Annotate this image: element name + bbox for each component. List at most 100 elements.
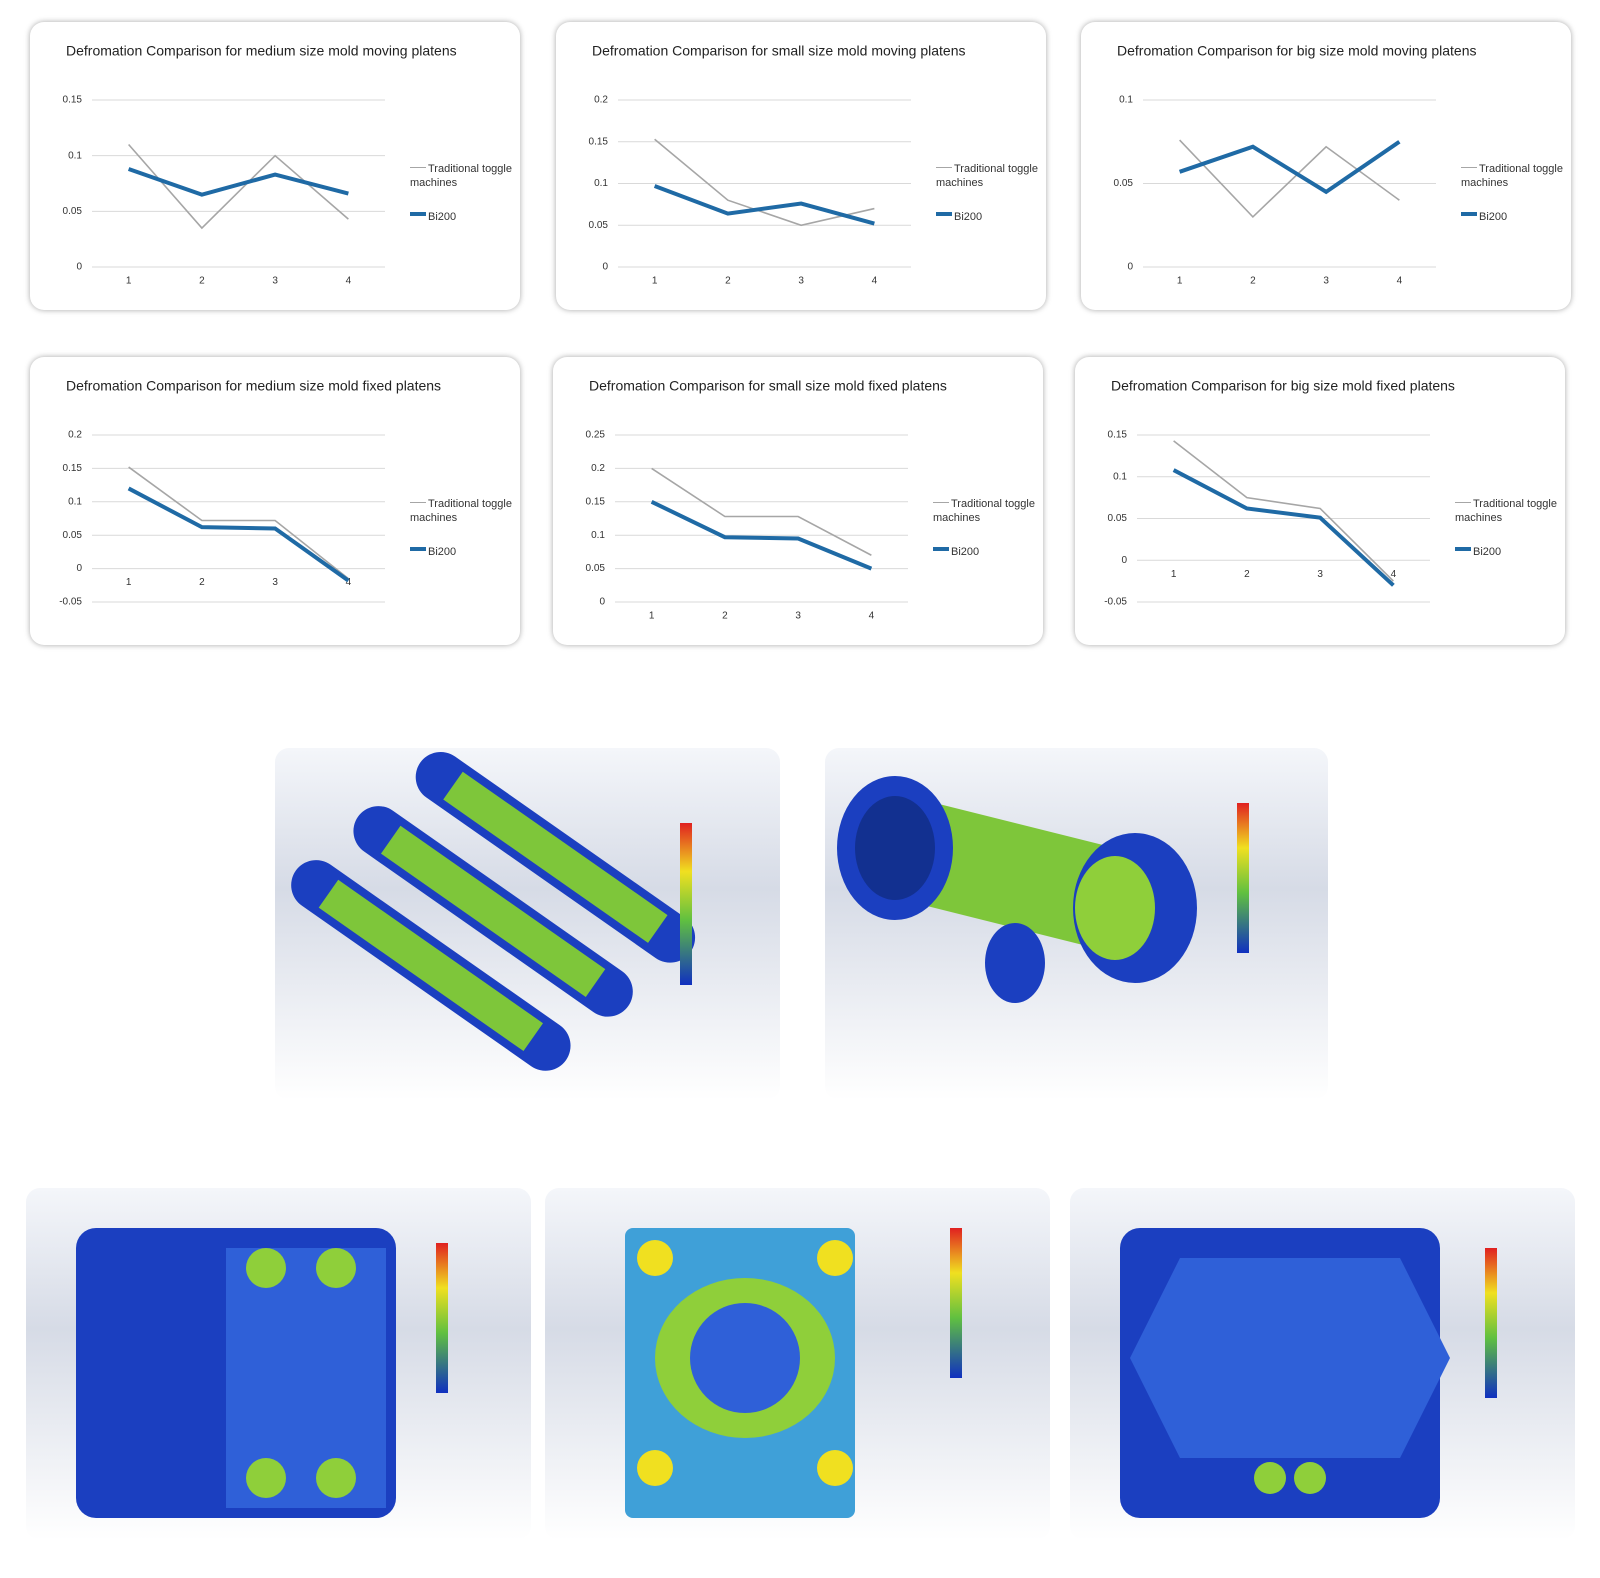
legend-swatch: [933, 502, 949, 503]
x-tick-label: 4: [1397, 276, 1403, 287]
y-tick-label: 0.15: [1108, 430, 1128, 441]
x-tick-label: 4: [869, 611, 875, 622]
legend-swatch: [410, 167, 426, 168]
x-tick-label: 1: [1171, 569, 1177, 580]
series-line: [651, 467, 872, 556]
legend-label: Bi200: [954, 211, 983, 223]
legend-entry: Traditional toggle machines: [933, 497, 1043, 525]
x-tick-label: 2: [725, 276, 731, 287]
y-tick-label: 0.1: [591, 530, 605, 541]
chart-card: Defromation Comparison for medium size m…: [30, 357, 520, 645]
y-tick-label: 0.1: [594, 178, 608, 189]
x-tick-label: 4: [346, 276, 352, 287]
x-tick-label: 3: [798, 276, 804, 287]
x-tick-label: 2: [722, 611, 728, 622]
y-tick-label: -0.05: [59, 597, 82, 608]
legend-swatch: [410, 212, 426, 216]
chart-title: Defromation Comparison for big size mold…: [1111, 378, 1455, 394]
legend-entry: Bi200: [933, 545, 1043, 559]
legend-swatch: [936, 167, 952, 168]
x-tick-label: 3: [1323, 276, 1329, 287]
y-tick-label: 0.05: [63, 206, 83, 217]
x-tick-label: 3: [1317, 569, 1323, 580]
chart-card: Defromation Comparison for small size mo…: [553, 357, 1043, 645]
legend-entry: Traditional toggle machines: [936, 162, 1046, 190]
x-tick-label: 4: [1391, 569, 1397, 580]
y-tick-label: 0.05: [586, 563, 606, 574]
chart-title: Defromation Comparison for small size mo…: [589, 378, 947, 394]
series-line: [1179, 139, 1400, 219]
x-tick-label: 2: [1250, 276, 1256, 287]
chart-title: Defromation Comparison for medium size m…: [66, 378, 441, 394]
y-tick-label: 0: [1127, 262, 1133, 273]
legend-label: Bi200: [951, 546, 980, 558]
y-tick-label: 0.15: [63, 463, 83, 474]
y-tick-label: 0.05: [1108, 513, 1128, 524]
legend-entry: Bi200: [410, 545, 520, 559]
series-line: [654, 138, 875, 227]
y-tick-label: 0: [76, 262, 82, 273]
series-line: [653, 184, 875, 226]
y-tick-label: 0.2: [68, 430, 82, 441]
series-line: [128, 466, 349, 580]
legend-swatch: [1455, 547, 1471, 551]
legend-label: Traditional toggle machines: [410, 163, 512, 189]
x-tick-label: 1: [126, 577, 132, 588]
x-tick-label: 3: [272, 276, 278, 287]
fea-drawing: [291, 752, 696, 1071]
x-tick-label: 2: [199, 577, 205, 588]
legend-swatch: [1455, 502, 1471, 503]
chart-card: Defromation Comparison for big size mold…: [1075, 357, 1565, 645]
y-tick-label: 0.2: [594, 95, 608, 106]
x-tick-label: 3: [795, 611, 801, 622]
legend-label: Bi200: [428, 211, 457, 223]
x-tick-label: 1: [126, 276, 132, 287]
y-tick-label: 0.05: [589, 220, 609, 231]
y-tick-label: 0.1: [1119, 95, 1133, 106]
legend-label: Bi200: [428, 546, 457, 558]
y-tick-label: 0.15: [63, 95, 83, 106]
x-tick-label: 4: [872, 276, 878, 287]
chart: Defromation Comparison for medium size m…: [59, 378, 441, 608]
chart-title: Defromation Comparison for medium size m…: [66, 43, 457, 59]
chart-card: Defromation Comparison for medium size m…: [30, 22, 520, 310]
series-line: [1172, 468, 1395, 587]
chart: Defromation Comparison for medium size m…: [63, 43, 457, 287]
y-tick-label: -0.05: [1104, 597, 1127, 608]
y-tick-label: 0.2: [591, 463, 605, 474]
y-tick-label: 0.05: [1114, 178, 1134, 189]
chart-title: Defromation Comparison for small size mo…: [592, 43, 965, 59]
legend-swatch: [410, 547, 426, 551]
legend-label: Bi200: [1479, 211, 1508, 223]
legend-swatch: [1461, 167, 1477, 168]
fea-image: [545, 1188, 1050, 1540]
y-tick-label: 0: [602, 262, 608, 273]
x-tick-label: 1: [1177, 276, 1183, 287]
legend-label: Traditional toggle machines: [410, 498, 512, 524]
y-tick-label: 0.05: [63, 530, 83, 541]
fea-image: [275, 748, 780, 1100]
legend-entry: Bi200: [410, 210, 520, 224]
fea-drawing: [1120, 1228, 1497, 1518]
legend-entry: Bi200: [1461, 210, 1571, 224]
chart: Defromation Comparison for small size mo…: [589, 43, 966, 287]
legend-label: Traditional toggle machines: [936, 163, 1038, 189]
legend-entry: Traditional toggle machines: [410, 162, 520, 190]
chart: Defromation Comparison for big size mold…: [1114, 43, 1477, 287]
y-tick-label: 0.1: [68, 496, 82, 507]
fea-drawing: [76, 1228, 448, 1518]
x-tick-label: 3: [272, 577, 278, 588]
series-line: [127, 167, 349, 197]
legend-label: Traditional toggle machines: [1461, 163, 1563, 189]
legend-swatch: [933, 547, 949, 551]
fea-drawing: [625, 1228, 962, 1518]
legend-label: Traditional toggle machines: [933, 498, 1035, 524]
chart-card: Defromation Comparison for small size mo…: [556, 22, 1046, 310]
chart: Defromation Comparison for big size mold…: [1104, 378, 1455, 608]
chart: Defromation Comparison for small size mo…: [586, 378, 947, 622]
legend-label: Traditional toggle machines: [1455, 498, 1557, 524]
legend-entry: Traditional toggle machines: [1461, 162, 1571, 190]
series-line: [127, 486, 350, 583]
legend-label: Bi200: [1473, 546, 1502, 558]
